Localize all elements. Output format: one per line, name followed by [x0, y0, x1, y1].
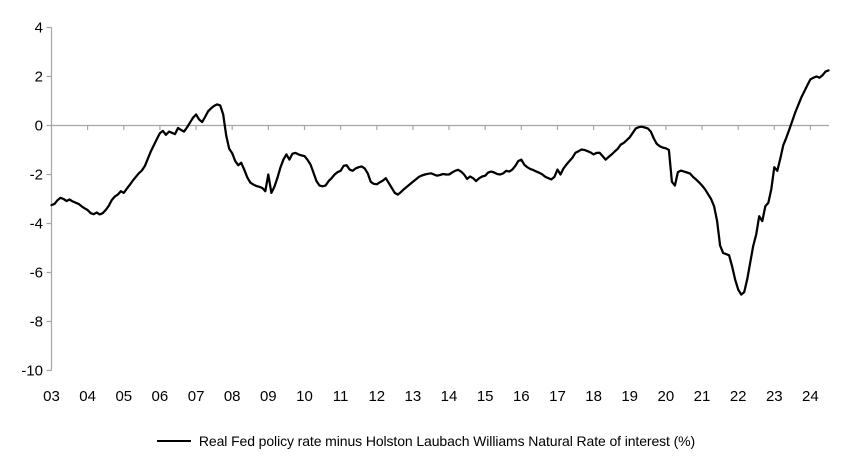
x-tick-label: 14: [441, 388, 458, 405]
x-tick-label: 04: [79, 388, 96, 405]
x-tick-label: 08: [224, 388, 241, 405]
y-tick-label: -10: [21, 363, 43, 380]
y-tick-label: -2: [30, 167, 43, 184]
x-tick-label: 11: [333, 388, 349, 405]
x-tick-label: 07: [188, 388, 205, 405]
y-tick-label: 2: [35, 69, 43, 86]
x-tick-label: 13: [405, 388, 422, 405]
x-tick-label: 24: [802, 388, 819, 405]
y-tick-label: 4: [35, 20, 43, 37]
x-tick-label: 23: [766, 388, 783, 405]
y-tick-label: -4: [30, 216, 43, 233]
x-tick-label: 17: [549, 388, 566, 405]
x-tick-label: 22: [730, 388, 747, 405]
x-tick-label: 19: [621, 388, 638, 405]
legend-label: Real Fed policy rate minus Holston Lauba…: [198, 433, 696, 449]
x-tick-label: 03: [43, 388, 60, 405]
y-tick-label: 0: [35, 118, 43, 135]
x-tick-label: 15: [477, 388, 494, 405]
x-tick-label: 18: [585, 388, 602, 405]
x-tick-label: 09: [260, 388, 277, 405]
x-tick-label: 10: [296, 388, 313, 405]
legend: Real Fed policy rate minus Holston Lauba…: [0, 433, 852, 449]
y-tick-label: -6: [30, 265, 43, 282]
x-tick-label: 06: [152, 388, 169, 405]
x-tick-label: 20: [658, 388, 675, 405]
y-tick-label: -8: [30, 314, 43, 331]
legend-line-sample: [156, 440, 191, 442]
x-tick-label: 16: [513, 388, 530, 405]
x-tick-label: 05: [115, 388, 132, 405]
x-tick-label: 12: [368, 388, 385, 405]
data-line: [50, 69, 830, 296]
x-tick-label: 21: [694, 388, 711, 405]
